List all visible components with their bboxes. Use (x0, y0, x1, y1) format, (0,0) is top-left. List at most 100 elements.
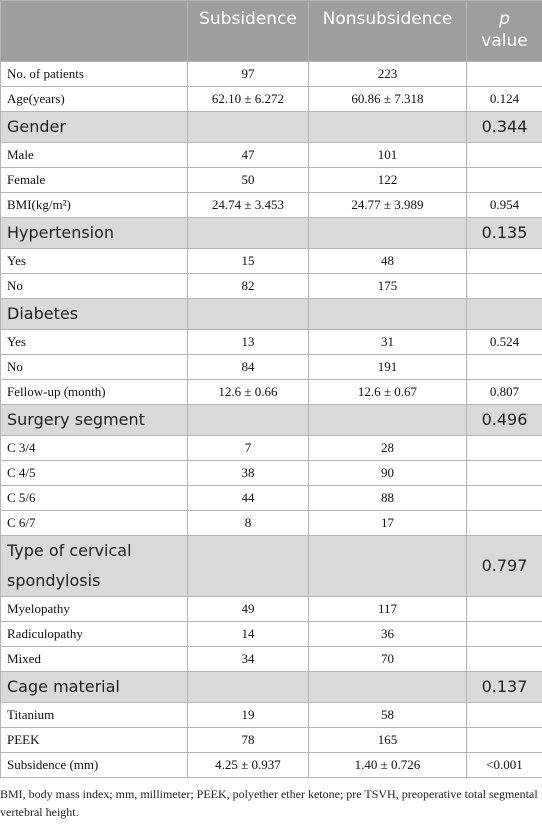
cell: 58 (308, 702, 467, 728)
cell (466, 621, 542, 647)
cell: 84 (187, 354, 309, 380)
cell: 117 (308, 596, 467, 622)
cell (308, 535, 467, 597)
table-row: C 5/6 44 88 (0, 485, 542, 511)
row-label: Titanium (0, 702, 188, 728)
table-row: Titanium 19 58 (0, 702, 542, 728)
table: Subsidence Nonsubsidence p value No. of p… (0, 0, 542, 778)
row-label: C 6/7 (0, 510, 188, 536)
cell: 12.6 ± 0.66 (187, 379, 309, 405)
cell: 31 (308, 329, 467, 355)
row-label: Cage material (0, 671, 188, 703)
cell (308, 217, 467, 249)
cell: 24.74 ± 3.453 (187, 192, 309, 218)
table-row: Male 47 101 (0, 142, 542, 168)
cell: 1.40 ± 0.726 (308, 752, 467, 778)
row-label: Myelopathy (0, 596, 188, 622)
p-label: value (481, 31, 528, 51)
table-row: C 3/4 7 28 (0, 435, 542, 461)
table-row: PEEK 78 165 (0, 727, 542, 753)
row-label: Surgery segment (0, 404, 188, 436)
table-row: No. of patients 97 223 (0, 61, 542, 87)
row-label: Gender (0, 111, 188, 143)
header-cell: Nonsubsidence (308, 0, 467, 62)
row-label: Male (0, 142, 188, 168)
cell: 78 (187, 727, 309, 753)
cell (466, 460, 542, 486)
row-label: Type of cervical spondylosis (0, 535, 188, 597)
cell: 88 (308, 485, 467, 511)
header-row: Subsidence Nonsubsidence p value (0, 0, 542, 62)
cell: 0.135 (466, 217, 542, 249)
cell (466, 61, 542, 87)
cell (466, 510, 542, 536)
cell (187, 111, 309, 143)
cell: 0.124 (466, 86, 542, 112)
table-row: Female 50 122 (0, 167, 542, 193)
row-label: Female (0, 167, 188, 193)
cell: 0.954 (466, 192, 542, 218)
cell (187, 535, 309, 597)
cell: 28 (308, 435, 467, 461)
row-label: No. of patients (0, 61, 188, 87)
table-row: Subsidence (mm) 4.25 ± 0.937 1.40 ± 0.726 <… (0, 752, 542, 778)
cell: 122 (308, 167, 467, 193)
cell: 13 (187, 329, 309, 355)
cell (466, 248, 542, 274)
cell: 175 (308, 273, 467, 299)
cell (466, 298, 542, 330)
cell: 0.524 (466, 329, 542, 355)
cell: 17 (308, 510, 467, 536)
row-label: Age(years) (0, 86, 188, 112)
cell: 82 (187, 273, 309, 299)
cell: 0.496 (466, 404, 542, 436)
row-label: Subsidence (mm) (0, 752, 188, 778)
row-label: PEEK (0, 727, 188, 753)
row-label: Yes (0, 248, 188, 274)
cell: 62.10 ± 6.272 (187, 86, 309, 112)
cell: 48 (308, 248, 467, 274)
table-row: Yes 13 31 0.524 (0, 329, 542, 355)
table-row: BMI(kg/m²) 24.74 ± 3.453 24.77 ± 3.989 0.95… (0, 192, 542, 218)
cell (308, 111, 467, 143)
cell (187, 671, 309, 703)
cell (466, 646, 542, 672)
row-label: Fellow-up (month) (0, 379, 188, 405)
cell: 7 (187, 435, 309, 461)
table-row: No 84 191 (0, 354, 542, 380)
cell (466, 167, 542, 193)
section-row: Cage material 0.137 (0, 671, 542, 703)
header-cell: Subsidence (187, 0, 309, 62)
cell (466, 596, 542, 622)
cell (466, 273, 542, 299)
cell: 12.6 ± 0.67 (308, 379, 467, 405)
cell: 97 (187, 61, 309, 87)
table-body: No. of patients 97 223 Age(years) 62.10 ± 6.… (0, 61, 542, 778)
table-row: Mixed 34 70 (0, 646, 542, 672)
cell: <0.001 (466, 752, 542, 778)
cell: 38 (187, 460, 309, 486)
section-row: Type of cervical spondylosis 0.797 (0, 535, 542, 597)
row-label: Diabetes (0, 298, 188, 330)
row-label: Radiculopathy (0, 621, 188, 647)
row-label: No (0, 354, 188, 380)
table-row: C 4/5 38 90 (0, 460, 542, 486)
section-row: Diabetes (0, 298, 542, 330)
header-cell (0, 0, 188, 62)
table-row: C 6/7 8 17 (0, 510, 542, 536)
cell: 47 (187, 142, 309, 168)
cell: 165 (308, 727, 467, 753)
footnote: BMI, body mass index; mm, millimeter; PE… (0, 787, 538, 819)
cell: 0.797 (466, 535, 542, 597)
cell: 50 (187, 167, 309, 193)
cell: 8 (187, 510, 309, 536)
cell: 0.344 (466, 111, 542, 143)
cell: 4.25 ± 0.937 (187, 752, 309, 778)
cell: 0.137 (466, 671, 542, 703)
cell (466, 727, 542, 753)
table-row: Age(years) 62.10 ± 6.272 60.86 ± 7.318 0.12… (0, 86, 542, 112)
table-row: Fellow-up (month) 12.6 ± 0.66 12.6 ± 0.67 0… (0, 379, 542, 405)
cell (187, 404, 309, 436)
cell (308, 404, 467, 436)
